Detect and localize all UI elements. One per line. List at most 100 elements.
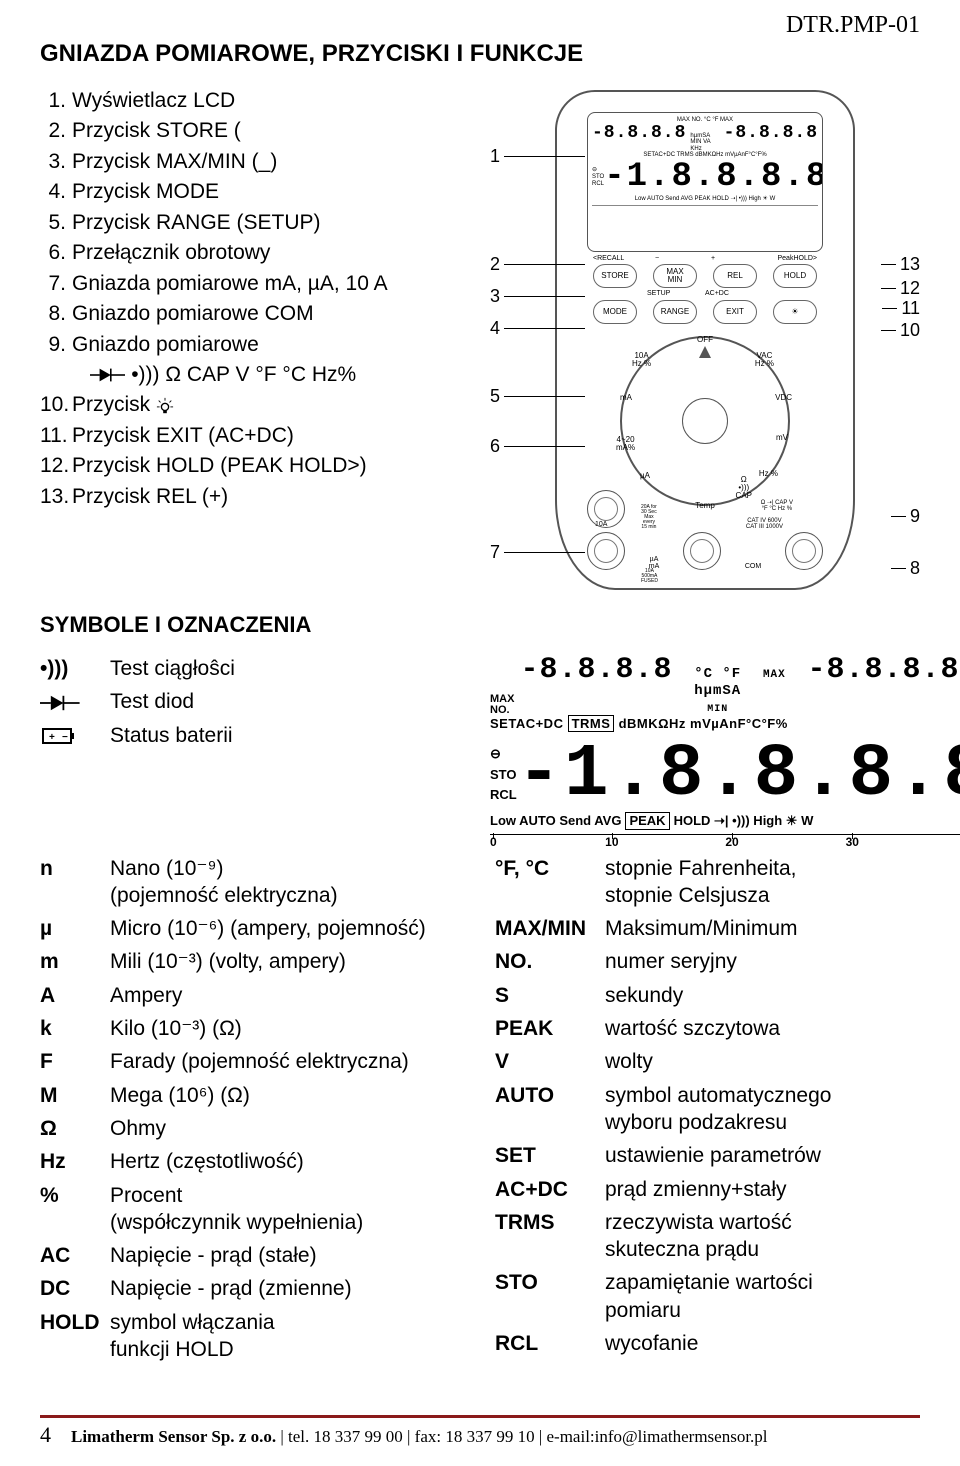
light-button[interactable]: ☀ (773, 300, 817, 324)
jack-label-uama: µA mA (649, 556, 660, 570)
screen-bottom-line: Low AUTO Send AVG PEAK HOLD ➝| •))) High… (592, 196, 818, 203)
lcd-detail: MAX NO. -8.8.8.8 °C °F hµmSA MIN MAX -8.… (490, 652, 960, 848)
dial-vac: VAC Hz % (755, 352, 774, 368)
symbol-row: •)))Test ciągłoŝci (40, 652, 470, 685)
mode-button[interactable]: MODE (593, 300, 637, 324)
callout-8: 8 (891, 558, 920, 579)
jack-label-com: COM (745, 563, 761, 570)
symbol-row: ACNapięcie - prąd (stałe) (40, 1239, 465, 1272)
jack-com[interactable] (683, 532, 721, 570)
callout-12: 12 (881, 278, 920, 299)
list-item: 10.Przycisk (40, 390, 470, 420)
svg-text:+: + (49, 732, 55, 743)
jack-vohm[interactable] (785, 532, 823, 570)
screen-digits-2: -8.8.8.8 (724, 124, 818, 144)
device-screen: MAX NO. °C °F MAX -8.8.8.8 hµmSA MIN VA … (587, 112, 823, 252)
lcd-digits-1: -8.8.8.8 (520, 652, 672, 688)
rotary-dial[interactable]: OFF VAC Hz % VDC mV Hz % Ω •))) CAP Temp… (620, 336, 790, 506)
screen-digits-1: -8.8.8.8 (592, 124, 686, 144)
store-button[interactable]: STORE (593, 264, 637, 288)
screen-side-rcl: RCL (592, 181, 604, 188)
jacks-row: µA mA COM (587, 490, 823, 570)
symbol-row: SETustawienie parametrów (495, 1139, 920, 1172)
symbol-row: +−Status baterii (40, 719, 470, 752)
page-number: 4 (40, 1422, 51, 1448)
symbol-row: kKilo (10⁻³) (Ω) (40, 1012, 465, 1045)
lcd-bottom-peak: PEAK (625, 812, 669, 830)
lcd-min: MIN (707, 704, 728, 715)
dial-pointer (699, 346, 711, 358)
lcd-side-rcl: RCL (490, 785, 517, 806)
dial-hzpct: Hz % (759, 470, 778, 478)
callout-4: 4 (490, 318, 585, 339)
lcd-line2c: dBMKΩHz mVµAnF°C°F% (619, 716, 788, 731)
range-button[interactable]: RANGE (653, 300, 697, 324)
symbol-row: NO.numer seryjny (495, 945, 920, 978)
list-item: 13.Przycisk REL (+) (40, 482, 470, 512)
symbol-row: STOzapamiętanie wartości pomiaru (495, 1266, 920, 1327)
list-item: 8.Gniazdo pomiarowe COM (40, 299, 470, 329)
symbols-row: •)))Test ciągłoŝciTest diod+−Status bate… (40, 652, 920, 848)
callout-5: 5 (490, 386, 585, 407)
list-item: 2.Przycisk STORE ( (40, 116, 470, 146)
symbol-definitions: nNano (10⁻⁹) (pojemność elektryczna)µMic… (40, 852, 920, 1367)
dial-ua: µA (640, 472, 650, 480)
symbol-row: Ssekundy (495, 979, 920, 1012)
list-item: 7.Gniazda pomiarowe mA, µA, 10 A (40, 269, 470, 299)
battery-icon: +− (40, 726, 76, 746)
lcd-cf: °C °F (694, 666, 741, 682)
list-item: 9.Gniazdo pomiarowe (40, 330, 470, 360)
button-row-1: STORE MAX MIN REL HOLD (593, 264, 817, 288)
lcd-big-digits: -1.8.8.8.8 (517, 738, 960, 812)
list-item: 5.Przycisk RANGE (SETUP) (40, 208, 470, 238)
list-item: 6.Przełącznik obrotowy (40, 238, 470, 268)
lcd-digits-2: -8.8.8.8 (807, 652, 959, 688)
symbol-row: AAmpery (40, 979, 465, 1012)
jack-ua-ma[interactable] (587, 532, 625, 570)
heading-symbols: SYMBOLE I OZNACZENIA (40, 612, 920, 638)
screen-units-small: hµmSA MIN VA KHz (690, 133, 719, 153)
label-minus: − (655, 255, 659, 262)
lcd-scale-30: 30 (846, 835, 859, 849)
dial-10a: 10A Hz % (632, 352, 651, 368)
hold-button[interactable]: HOLD (773, 264, 817, 288)
button-row-2: MODE RANGE EXIT ☀ (593, 300, 817, 324)
lcd-bottom-b: HOLD ➝| •))) High ☀ W (674, 813, 814, 829)
maxmin-button[interactable]: MAX MIN (653, 264, 697, 288)
screen-side-minus: ⊖ (592, 167, 604, 174)
dial-ma: mA (620, 394, 632, 402)
diode-icon (40, 694, 80, 712)
lcd-scale-0: 0 (490, 835, 497, 849)
lcd-scale-20: 20 (725, 835, 738, 849)
list-item: 12.Przycisk HOLD (PEAK HOLD>) (40, 451, 470, 481)
exit-button[interactable]: EXIT (713, 300, 757, 324)
rel-button[interactable]: REL (713, 264, 757, 288)
callout-10: 10 (881, 320, 920, 341)
symbol-row: mMili (10⁻³) (volty, ampery) (40, 945, 465, 978)
bulb-icon (156, 397, 174, 415)
symbol-row: %Procent (współczynnik wypełnienia) (40, 1179, 465, 1240)
symbol-row: AUTOsymbol automatycznego wyboru podzakr… (495, 1079, 920, 1140)
multimeter-outline: MAX NO. °C °F MAX -8.8.8.8 hµmSA MIN VA … (555, 90, 855, 590)
jack-10a[interactable] (587, 490, 625, 528)
lcd-scale: 0 10 20 30 40 (490, 834, 960, 848)
symbol-row: nNano (10⁻⁹) (pojemność elektryczna) (40, 852, 465, 913)
callout-6: 6 (490, 436, 585, 457)
footer-contact: | tel. 18 337 99 00 | fax: 18 337 99 10 … (276, 1427, 767, 1446)
label-plus: + (711, 255, 715, 262)
symbol-row: PEAKwartość szczytowa (495, 1012, 920, 1045)
list-item: •))) Ω CAP V °F °C Hz% (40, 360, 470, 390)
lcd-humsA: hµmSA (694, 683, 741, 699)
label-setup: SETUP (647, 290, 670, 297)
symbol-row: RCLwycofanie (495, 1327, 920, 1360)
dial-ma420: 4~20 mA% (616, 436, 635, 452)
list-item: 1.Wyświetlacz LCD (40, 86, 470, 116)
symbol-row: AC+DCprąd zmienny+stały (495, 1173, 920, 1206)
symbol-row: °F, °Cstopnie Fahrenheita, stopnie Celsj… (495, 852, 920, 913)
diode-icon (90, 367, 125, 383)
list-item: 4.Przycisk MODE (40, 177, 470, 207)
label-recall: <RECALL (593, 255, 624, 262)
symbol-row: FFarady (pojemność elektryczna) (40, 1045, 465, 1078)
label-acdc: AC+DC (705, 290, 729, 297)
document-id: DTR.PMP-01 (786, 12, 920, 39)
